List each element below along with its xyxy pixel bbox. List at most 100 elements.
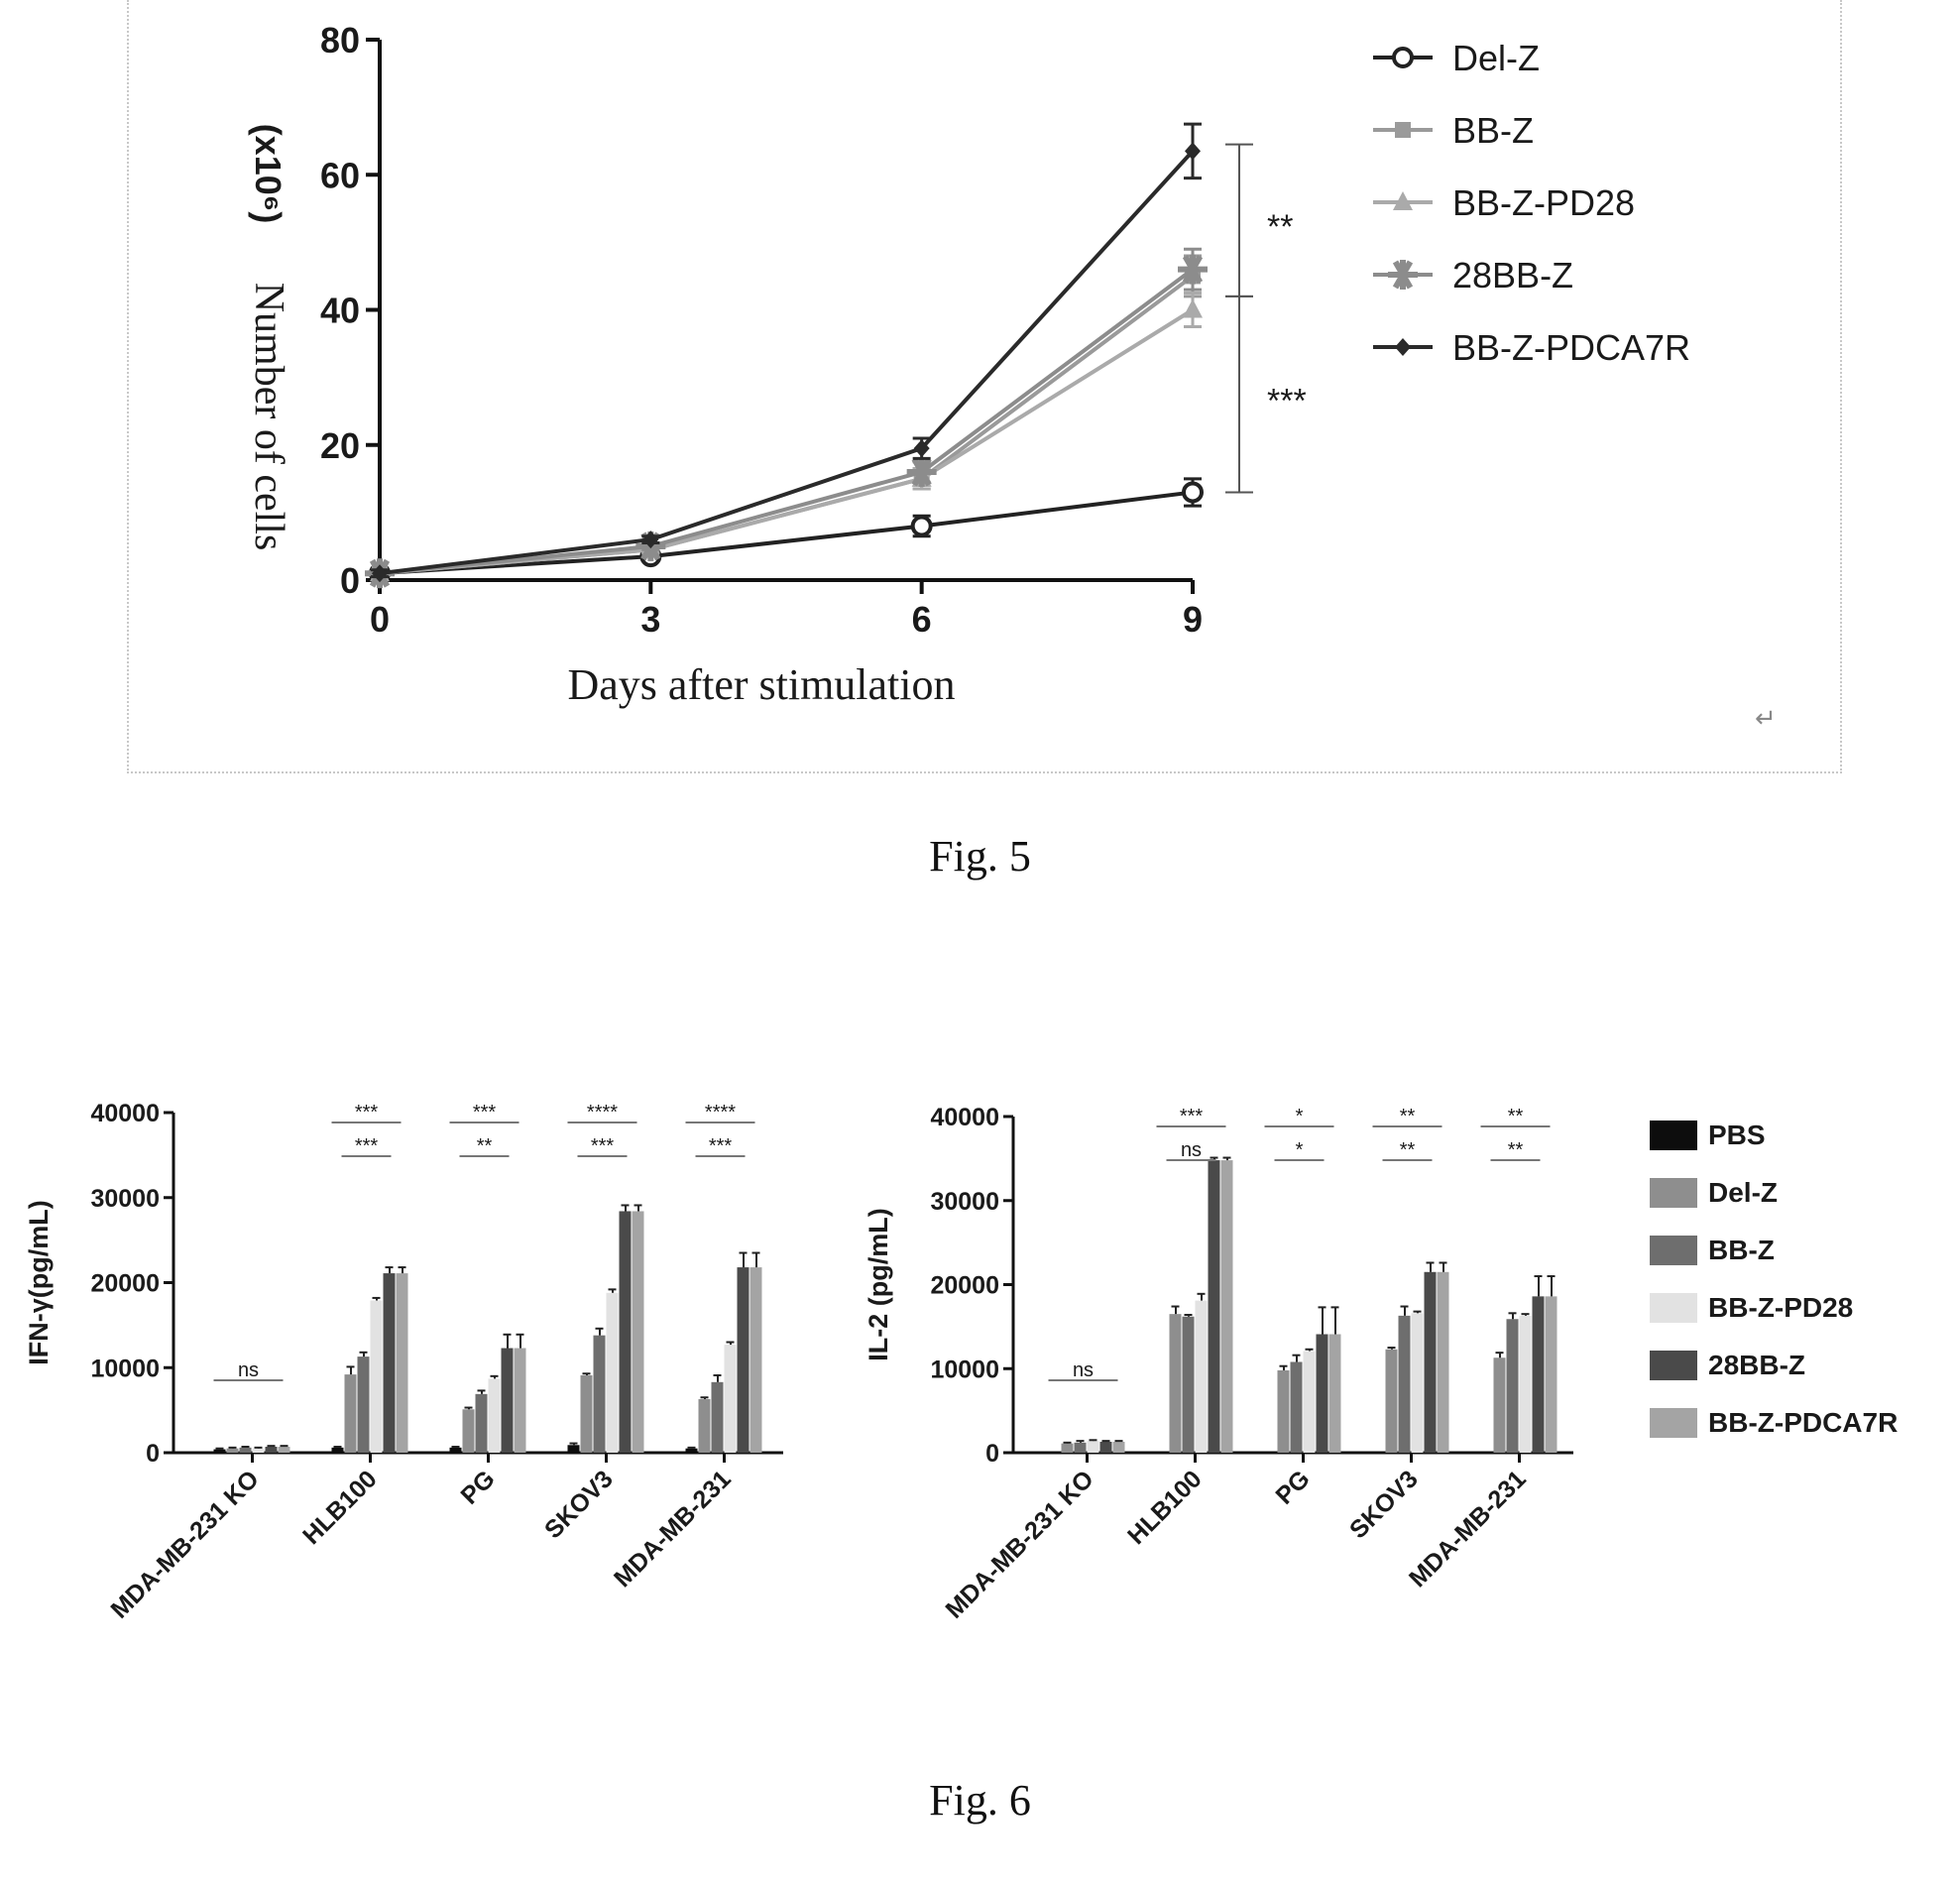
legend-item-28BB-Z: 28BB-Z xyxy=(1650,1350,1805,1380)
bar xyxy=(685,1448,698,1453)
x-tick-label: PG xyxy=(1270,1465,1315,1509)
legend-item-BB-Z-PDCA7R: BB-Z-PDCA7R xyxy=(1373,327,1690,368)
bar xyxy=(1493,1357,1506,1453)
data-point xyxy=(906,457,937,487)
legend-item-BB-Z-PD28: BB-Z-PD28 xyxy=(1650,1292,1853,1323)
y-tick-label: 30000 xyxy=(90,1185,160,1213)
bar xyxy=(1099,1441,1112,1453)
significance-label: *** xyxy=(1180,1106,1204,1127)
bar xyxy=(619,1211,632,1453)
y-tick-label: 20 xyxy=(320,425,360,466)
y-tick-label: 20000 xyxy=(90,1270,160,1298)
bar xyxy=(1316,1334,1328,1453)
significance-label: ns xyxy=(238,1359,259,1381)
y-tick-label: 10000 xyxy=(90,1355,160,1382)
bar xyxy=(1112,1441,1125,1453)
bar xyxy=(396,1273,408,1453)
bar xyxy=(462,1409,475,1453)
x-tick-label: MDA-MB-231 KO xyxy=(940,1465,1098,1623)
bar xyxy=(1074,1442,1087,1453)
series-BB-Z-PDCA7R xyxy=(371,122,1202,583)
data-point xyxy=(372,564,388,583)
legend-label: BB-Z-PD28 xyxy=(1708,1292,1853,1323)
bar xyxy=(1519,1315,1532,1453)
series-line xyxy=(379,268,1195,576)
bar xyxy=(383,1273,396,1453)
figure-5-line-chart: 0 20 40 60 80 0 3 6 9 Days after stimulation Numbe… xyxy=(246,20,1690,709)
legend-label: Del-Z xyxy=(1708,1177,1778,1208)
legend-label: 28BB-Z xyxy=(1708,1350,1805,1380)
x-tick-label: PG xyxy=(455,1465,500,1509)
return-mark: ↵ xyxy=(1755,704,1777,734)
legend-item-PBS: PBS xyxy=(1650,1120,1766,1150)
bar xyxy=(357,1357,370,1453)
bar xyxy=(711,1381,724,1453)
bar xyxy=(1182,1316,1195,1453)
data-point xyxy=(1182,481,1204,504)
significance-label: *** xyxy=(1267,383,1307,420)
y-tick-label: 40000 xyxy=(930,1104,999,1131)
y-axis-title: IL-2 (pg/mL) xyxy=(864,1208,893,1360)
bar xyxy=(1385,1349,1398,1453)
bar xyxy=(749,1267,762,1453)
bar xyxy=(1169,1314,1182,1453)
y-tick-label: 0 xyxy=(340,560,360,601)
bar xyxy=(1087,1441,1099,1453)
series-line xyxy=(379,490,1194,576)
bar xyxy=(213,1449,226,1453)
bar xyxy=(331,1447,344,1453)
legend-item-BB-Z-PD28: BB-Z-PD28 xyxy=(1373,182,1635,223)
bar xyxy=(1545,1296,1557,1453)
y-tick-label: 60 xyxy=(320,155,360,195)
x-tick-label: 9 xyxy=(1183,599,1203,640)
bar xyxy=(514,1348,526,1453)
x-tick-label: MDA-MB-231 KO xyxy=(105,1465,264,1623)
significance-label: * xyxy=(1296,1106,1304,1127)
bar xyxy=(226,1448,239,1453)
x-tick-label: MDA-MB-231 xyxy=(1404,1465,1532,1593)
legend-item-28BB-Z: 28BB-Z xyxy=(1373,255,1573,295)
data-point xyxy=(642,531,659,549)
y-axis-unit: (x10⁶) xyxy=(248,124,288,224)
bar xyxy=(1303,1351,1316,1453)
bar xyxy=(449,1447,462,1453)
bar xyxy=(593,1335,606,1453)
figure-6-bar-charts: 0 10000 20000 30000 40000 IFN-γ(pg/mL) MDA-MB-… xyxy=(24,1100,1898,1624)
significance-label: *** xyxy=(591,1135,615,1157)
bar xyxy=(1424,1271,1437,1453)
legend-swatch xyxy=(1650,1293,1697,1323)
bar xyxy=(606,1292,619,1453)
figure-6-caption: Fig. 6 xyxy=(929,1776,1031,1825)
figure-5-panel xyxy=(127,0,1842,773)
x-tick-label: SKOV3 xyxy=(539,1465,619,1544)
data-point xyxy=(1392,47,1414,68)
bar xyxy=(370,1300,383,1453)
significance-label: *** xyxy=(355,1102,379,1123)
bar xyxy=(1532,1296,1545,1453)
data-point xyxy=(1178,254,1208,285)
bar xyxy=(567,1445,580,1453)
data-point xyxy=(1393,191,1413,210)
significance-label: ** xyxy=(1400,1139,1416,1161)
bar xyxy=(1411,1313,1424,1453)
legend-label: PBS xyxy=(1708,1120,1766,1150)
bar xyxy=(475,1393,488,1453)
significance-label: * xyxy=(1296,1139,1304,1161)
bar xyxy=(632,1211,644,1453)
bar xyxy=(1208,1160,1220,1453)
legend-label: BB-Z xyxy=(1708,1235,1775,1265)
bar xyxy=(580,1374,593,1453)
legend-item-BB-Z-PDCA7R: BB-Z-PDCA7R xyxy=(1650,1407,1898,1438)
series-line xyxy=(379,150,1195,576)
data-point xyxy=(913,439,930,458)
x-tick-label: 6 xyxy=(912,599,932,640)
y-tick-label: 40000 xyxy=(90,1100,160,1127)
legend-label: 28BB-Z xyxy=(1452,255,1573,295)
y-tick-label: 0 xyxy=(146,1440,160,1468)
legend-item-BB-Z: BB-Z xyxy=(1373,110,1534,151)
y-tick-label: 10000 xyxy=(930,1356,999,1383)
significance-label: ns xyxy=(1181,1139,1202,1161)
series-line xyxy=(379,274,1195,576)
x-tick-label: MDA-MB-231 xyxy=(609,1465,737,1593)
figure-5-caption: Fig. 5 xyxy=(929,832,1031,881)
